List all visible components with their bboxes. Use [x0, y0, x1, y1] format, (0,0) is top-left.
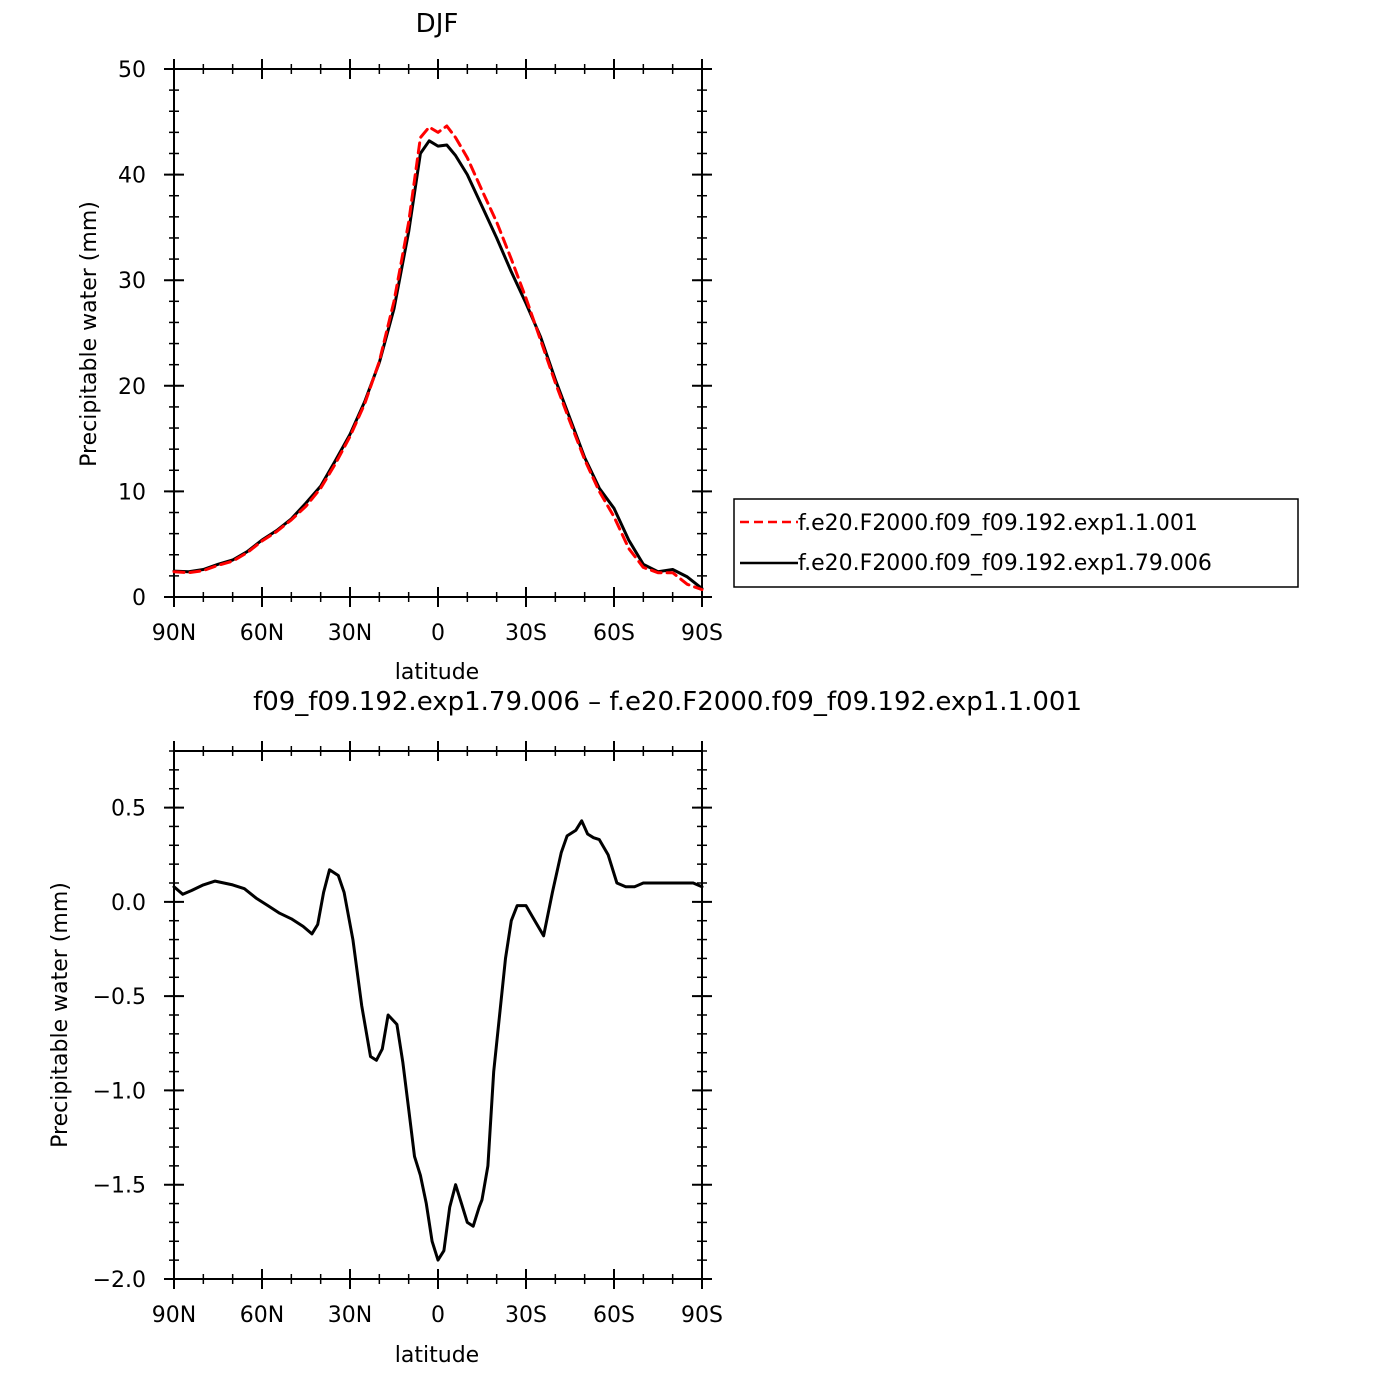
- y-tick-label: −2.0: [93, 1268, 146, 1293]
- y-tick-label: −1.0: [93, 1079, 146, 1104]
- bottom-panel: f09_f09.192.exp1.79.006 – f.e20.F2000.f0…: [48, 687, 1082, 1368]
- y-tick-labels: 0 10 20 30 40 50: [118, 58, 146, 611]
- chart-title-difference: f09_f09.192.exp1.79.006 – f.e20.F2000.f0…: [253, 687, 1082, 717]
- chart-title: DJF: [416, 9, 459, 39]
- y-axis-label-difference: Precipitable water (mm): [48, 882, 73, 1148]
- y-tick-label: −1.5: [93, 1174, 146, 1199]
- x-tick-label: 60S: [593, 1303, 635, 1328]
- series-group-difference: [172, 819, 704, 1262]
- y-tick-labels-difference: −2.0 −1.5 −1.0 −0.5 0.0 0.5: [93, 797, 146, 1293]
- x-tick-label: 60S: [593, 621, 635, 646]
- x-tick-label: 60N: [240, 1303, 284, 1328]
- y-tick-label: 50: [118, 58, 146, 83]
- x-tick-label: 30S: [505, 621, 547, 646]
- top-panel: DJF 90N 60N 30N 0 30S 60S 90S 0 10 20 30 40 50 lati…: [77, 9, 1299, 685]
- legend-entry-2: f.e20.F2000.f09_f09.192.exp1.79.006: [798, 551, 1212, 576]
- series-line-1: [172, 124, 704, 592]
- axis-ticks: [164, 59, 712, 607]
- x-tick-label: 90N: [152, 1303, 196, 1328]
- y-tick-label: 0.0: [111, 891, 146, 916]
- y-tick-label: 30: [118, 269, 146, 294]
- y-tick-label: 0: [132, 586, 146, 611]
- x-tick-label: 0: [431, 1303, 445, 1328]
- series-group: [172, 124, 704, 592]
- y-axis-label: Precipitable water (mm): [77, 201, 102, 467]
- plot-frame-difference: [173, 750, 703, 1280]
- difference-line: [172, 819, 704, 1262]
- plot-frame: [173, 68, 703, 598]
- x-tick-labels-difference: 90N 60N 30N 0 30S 60S 90S: [152, 1303, 723, 1328]
- y-tick-label: 40: [118, 164, 146, 189]
- y-tick-label: 10: [118, 480, 146, 505]
- x-tick-label: 90S: [681, 1303, 723, 1328]
- x-tick-label: 0: [431, 621, 445, 646]
- x-tick-label: 60N: [240, 621, 284, 646]
- legend-entry-1: f.e20.F2000.f09_f09.192.exp1.1.001: [798, 511, 1198, 536]
- y-tick-label: −0.5: [93, 985, 146, 1010]
- x-axis-label-difference: latitude: [395, 1343, 479, 1368]
- x-tick-labels: 90N 60N 30N 0 30S 60S 90S: [152, 621, 723, 646]
- series-line-2: [172, 139, 704, 591]
- x-tick-label: 90N: [152, 621, 196, 646]
- y-tick-label: 20: [118, 375, 146, 400]
- legend-box: [733, 498, 1299, 588]
- legend: f.e20.F2000.f09_f09.192.exp1.1.001 f.e20…: [733, 498, 1299, 588]
- axis-ticks-difference: [164, 741, 712, 1289]
- x-tick-label: 30N: [328, 621, 372, 646]
- y-tick-label: 0.5: [111, 797, 146, 822]
- x-tick-label: 30N: [328, 1303, 372, 1328]
- x-tick-label: 30S: [505, 1303, 547, 1328]
- x-tick-label: 90S: [681, 621, 723, 646]
- x-axis-label: latitude: [395, 660, 479, 685]
